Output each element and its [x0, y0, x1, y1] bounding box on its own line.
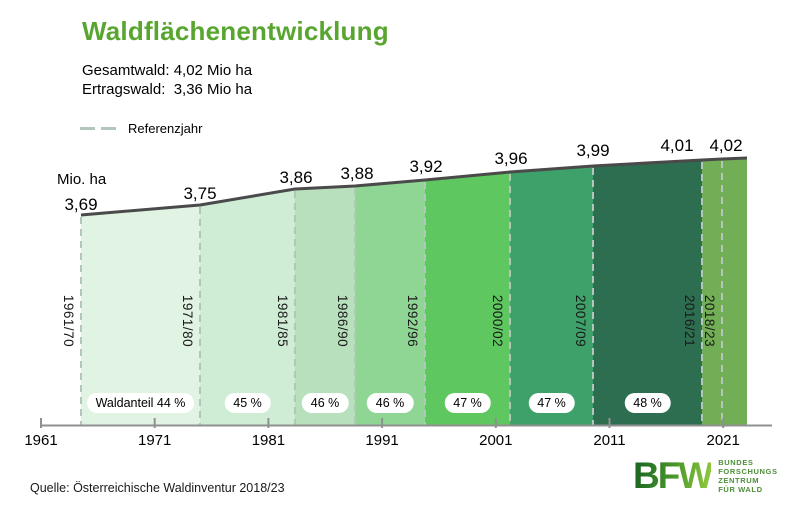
area-band	[81, 205, 200, 425]
y-axis-unit-label: Mio. ha	[57, 171, 107, 188]
area-band	[702, 158, 747, 425]
legend-label: Referenzjahr	[128, 121, 203, 136]
reference-year-dash-icon	[80, 127, 118, 130]
legend: Referenzjahr	[80, 121, 202, 136]
productive-forest-summary: Ertragswald: 3,36 Mio ha	[82, 81, 253, 98]
bfw-wordmark-line: FORSCHUNGS	[718, 467, 778, 476]
area-band	[200, 189, 295, 425]
source-note: Quelle: Österreichische Waldinventur 201…	[30, 481, 285, 495]
bfw-logo: BFW BUNDES FORSCHUNGS ZENTRUM FÜR WALD	[633, 455, 778, 496]
bfw-wordmark-line: ZENTRUM	[718, 476, 760, 485]
page-title: Waldflächenentwicklung	[82, 16, 389, 46]
total-forest-curve	[80, 156, 748, 217]
bfw-logo-abbr: BFW	[633, 455, 713, 496]
area-band	[355, 180, 425, 425]
area-band	[510, 166, 593, 425]
bfw-logo-wordmark: BUNDES FORSCHUNGS ZENTRUM FÜR WALD	[718, 458, 777, 494]
area-band	[593, 160, 702, 425]
area-band	[425, 172, 510, 425]
bfw-wordmark-line: FÜR WALD	[718, 485, 763, 494]
bfw-wordmark-line: BUNDES	[718, 458, 754, 467]
total-forest-summary: Gesamtwald: 4,02 Mio ha	[82, 62, 253, 79]
area-band	[295, 186, 355, 425]
